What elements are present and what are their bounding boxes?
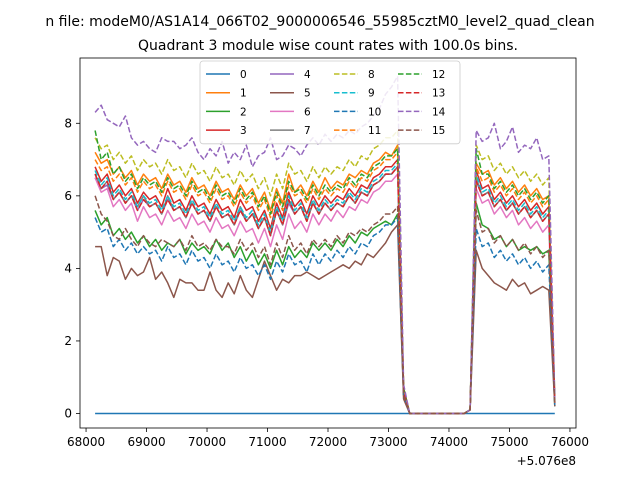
y-axis: 0 2 4 6 8 (64, 116, 80, 420)
y-tick-label: 4 (64, 261, 72, 275)
legend-label-7: 7 (304, 125, 311, 137)
x-tick-label: 71000 (248, 435, 286, 449)
figure-suptitle: n file: modeM0/AS1A14_066T02_9000006546_… (45, 14, 594, 30)
x-tick-label: 68000 (67, 435, 105, 449)
series-line-10 (94, 216, 556, 415)
legend-label-13: 13 (432, 88, 445, 100)
legend-label-5: 5 (304, 88, 311, 100)
x-tick-label: 75000 (490, 435, 528, 449)
legend-label-4: 4 (304, 69, 311, 81)
chart-title: Quadrant 3 module wise count rates with … (138, 38, 518, 54)
x-axis: 68000 69000 70000 71000 72000 73000 74000 75000… (67, 428, 589, 449)
y-tick-label: 8 (64, 116, 72, 130)
x-tick-label: 72000 (309, 435, 347, 449)
legend-label-1: 1 (240, 88, 247, 100)
series-line-15 (94, 195, 556, 415)
legend-label-8: 8 (368, 69, 375, 81)
legend-label-9: 9 (368, 88, 375, 100)
x-tick-label: 74000 (430, 435, 468, 449)
series-line-3 (94, 158, 556, 415)
legend-label-3: 3 (240, 125, 247, 137)
legend-label-6: 6 (304, 106, 311, 118)
legend-label-10: 10 (368, 106, 381, 118)
y-tick-label: 6 (64, 189, 72, 203)
legend-label-15: 15 (432, 125, 445, 137)
series-line-5 (95, 224, 556, 415)
series-line-6 (94, 173, 556, 415)
legend-label-0: 0 (240, 69, 247, 81)
legend-box (199, 60, 461, 145)
x-tick-label: 69000 (127, 435, 165, 449)
x-tick-label: 76000 (551, 435, 589, 449)
series-line-7 (94, 166, 556, 415)
series-line-11 (94, 151, 556, 415)
x-offset-label: +5.076e8 (517, 454, 576, 468)
y-tick-label: 0 (64, 406, 72, 420)
legend-label-2: 2 (240, 106, 247, 118)
series-line-1 (94, 144, 556, 415)
x-tick-label: 70000 (188, 435, 226, 449)
legend-label-12: 12 (432, 69, 445, 81)
y-tick-label: 2 (64, 334, 72, 348)
series-line-9 (94, 162, 556, 415)
x-tick-label: 73000 (369, 435, 407, 449)
legend-label-11: 11 (368, 125, 381, 137)
legend-label-14: 14 (432, 106, 446, 118)
series-line-12 (94, 130, 556, 415)
